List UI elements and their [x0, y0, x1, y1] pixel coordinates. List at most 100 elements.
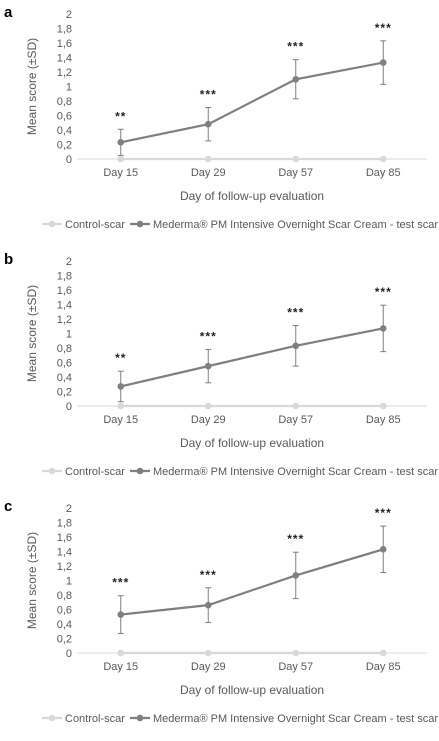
significance-label: *** — [375, 285, 392, 299]
significance-label: *** — [200, 329, 217, 343]
y-tick-label: 1,8 — [57, 518, 72, 530]
data-point-1 — [292, 75, 300, 83]
y-tick-label: 0,6 — [57, 358, 72, 370]
line-chart-c: 0 0,2 0,4 0,6 0,8 1 1,2 1,4 1,6 1,8 2 Day 15 Day 29 D… — [25, 503, 438, 725]
y-tick-label: 0,4 — [57, 125, 72, 137]
significance-label: *** — [287, 306, 304, 320]
significance-label: *** — [112, 576, 129, 590]
y-tick-label: 0 — [66, 154, 72, 166]
y-tick-label: 1,4 — [57, 547, 72, 559]
legend-label: Control-scar — [65, 713, 125, 725]
data-point-0 — [117, 649, 125, 657]
y-tick-label: 0 — [66, 648, 72, 660]
significance-label: ** — [115, 109, 126, 123]
x-axis-title: Day of follow-up evaluation — [180, 189, 324, 203]
y-tick-label: 0,2 — [57, 634, 72, 646]
y-tick-label: 2 — [66, 256, 72, 268]
y-tick-label: 0,8 — [57, 343, 72, 355]
y-tick-label: 0,6 — [57, 111, 72, 123]
legend-label: Mederma® PM Intensive Overnight Scar Cre… — [153, 219, 438, 231]
y-tick-label: 1,2 — [57, 314, 72, 326]
y-tick-label: 0,4 — [57, 372, 72, 384]
data-point-1 — [292, 572, 300, 579]
data-point-0 — [379, 649, 387, 657]
y-tick-label: 1,2 — [57, 67, 72, 79]
y-tick-label: 1 — [66, 576, 72, 588]
y-axis-title: Mean score (±SD) — [25, 38, 39, 135]
y-tick-label: 1,8 — [57, 24, 72, 36]
y-axis-title: Mean score (±SD) — [25, 532, 39, 629]
chart-panel-c: c 0 0,2 0,4 0,6 0,8 1 1,2 1,4 1,6 1,8 2 Day 15 Day 2… — [0, 494, 439, 741]
y-tick-label: 1,6 — [57, 38, 72, 50]
legend-swatch-marker — [48, 714, 56, 722]
data-point-1 — [117, 611, 125, 618]
data-point-0 — [379, 402, 387, 410]
data-point-0 — [204, 649, 212, 657]
data-point-0 — [292, 155, 300, 163]
legend-swatch-marker — [136, 467, 144, 475]
x-tick-label: Day 29 — [191, 167, 226, 179]
y-tick-label: 2 — [66, 503, 72, 515]
panel-label-c: c — [4, 498, 13, 515]
data-point-0 — [379, 155, 387, 163]
y-tick-label: 1 — [66, 82, 72, 94]
y-tick-label: 1 — [66, 329, 72, 341]
data-point-1 — [379, 325, 387, 332]
x-tick-label: Day 29 — [191, 414, 226, 426]
x-tick-label: Day 57 — [278, 661, 313, 673]
x-tick-label: Day 15 — [103, 414, 138, 426]
significance-label: *** — [200, 568, 217, 582]
legend-swatch-marker — [136, 714, 144, 722]
data-point-1 — [117, 139, 125, 146]
y-axis-title: Mean score (±SD) — [25, 285, 39, 382]
legend-swatch-marker — [136, 220, 144, 228]
x-tick-label: Day 15 — [103, 661, 138, 673]
significance-label: *** — [375, 506, 392, 520]
data-point-1 — [292, 342, 300, 350]
x-tick-label: Day 29 — [191, 661, 226, 673]
y-tick-label: 0,2 — [57, 140, 72, 152]
y-tick-label: 0,8 — [57, 96, 72, 108]
significance-label: *** — [200, 88, 217, 102]
legend-label: Mederma® PM Intensive Overnight Scar Cre… — [153, 713, 438, 725]
legend-label: Control-scar — [65, 466, 125, 478]
y-tick-label: 1,4 — [57, 300, 72, 312]
x-tick-label: Day 57 — [278, 167, 313, 179]
data-point-0 — [204, 155, 212, 163]
panel-label-b: b — [4, 251, 14, 268]
significance-label: *** — [287, 532, 304, 546]
legend-label: Control-scar — [65, 219, 125, 231]
panel-label-a: a — [4, 4, 13, 21]
legend-swatch-marker — [48, 467, 56, 475]
line-chart-b: 0 0,2 0,4 0,6 0,8 1 1,2 1,4 1,6 1,8 2 Day 15 Day 29 D… — [25, 256, 438, 478]
x-axis-title: Day of follow-up evaluation — [180, 436, 324, 450]
x-tick-label: Day 15 — [103, 167, 138, 179]
data-point-1 — [204, 362, 212, 370]
data-point-0 — [292, 649, 300, 657]
significance-label: *** — [375, 21, 392, 35]
data-point-1 — [117, 383, 125, 390]
x-tick-label: Day 57 — [278, 414, 313, 426]
y-tick-label: 0,8 — [57, 590, 72, 602]
y-tick-label: 1,2 — [57, 561, 72, 573]
x-axis-title: Day of follow-up evaluation — [180, 683, 324, 697]
y-tick-label: 1,6 — [57, 532, 72, 544]
significance-label: ** — [115, 351, 126, 365]
y-tick-label: 0,2 — [57, 387, 72, 399]
x-tick-label: Day 85 — [366, 167, 401, 179]
legend-label: Mederma® PM Intensive Overnight Scar Cre… — [153, 466, 438, 478]
y-tick-label: 2 — [66, 9, 72, 21]
series-line-1 — [120, 327, 384, 388]
data-point-1 — [204, 120, 212, 128]
data-point-1 — [204, 601, 212, 609]
data-point-0 — [204, 402, 212, 410]
significance-label: *** — [287, 40, 304, 54]
data-point-0 — [117, 155, 125, 163]
data-point-1 — [379, 59, 387, 66]
x-tick-label: Day 85 — [366, 661, 401, 673]
y-tick-label: 0,6 — [57, 605, 72, 617]
legend-swatch-marker — [48, 220, 56, 228]
data-point-0 — [117, 402, 125, 410]
chart-panel-a: a 0 0,2 0,4 0,6 0,8 1 1,2 1,4 1,6 1,8 2 Day 15 Day 2… — [0, 0, 439, 247]
series-line-1 — [120, 61, 384, 144]
